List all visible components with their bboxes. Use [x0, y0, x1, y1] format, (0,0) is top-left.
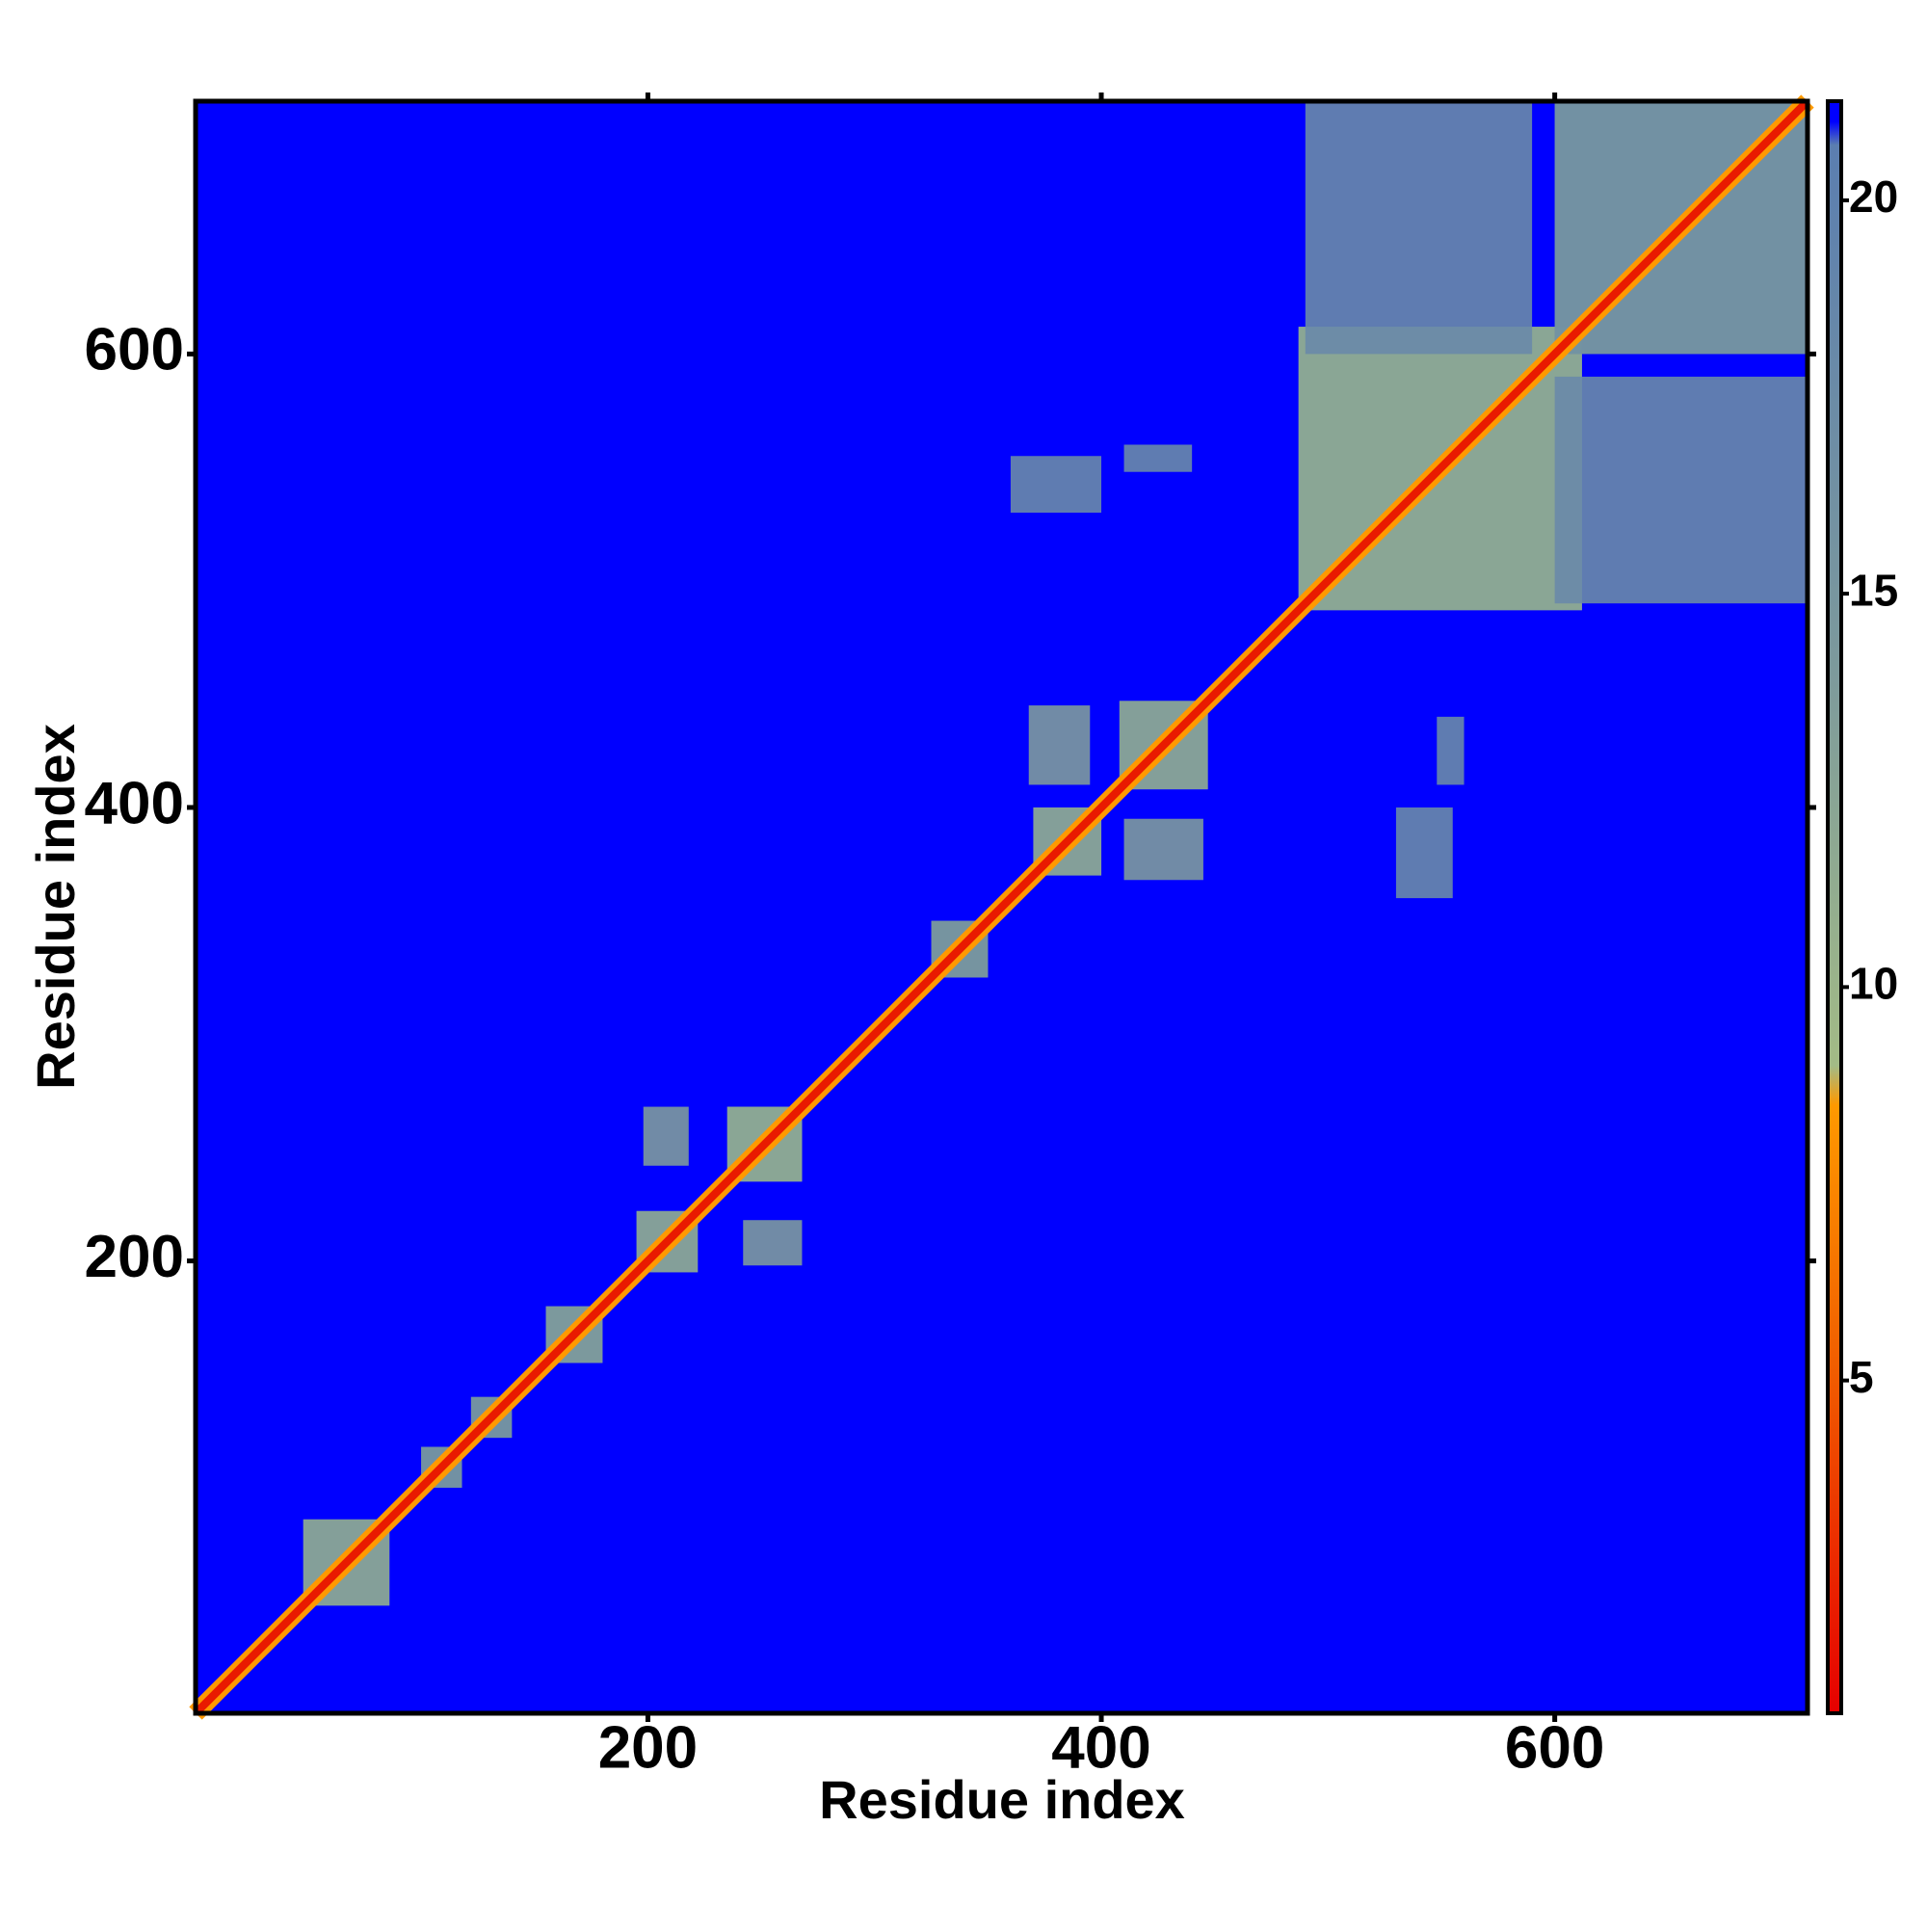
y-tick-label: 600 [85, 317, 184, 384]
heatmap-cell-mirror [1554, 376, 1807, 604]
plot-area [189, 94, 1814, 1720]
colorbar-tick-label: 15 [1849, 565, 1898, 615]
heatmap-cell [1028, 705, 1091, 785]
heatmap-cell [643, 1106, 689, 1166]
plot-frame [193, 98, 1810, 1716]
heatmap-cell [1010, 456, 1102, 514]
diagonal-core [193, 98, 1810, 1716]
colorbar-tick-label: 5 [1849, 1352, 1874, 1402]
heatmap-cell-mirror [1437, 716, 1465, 785]
heatmap-cell-mirror [1123, 818, 1203, 881]
y-axis-label: Residue index [25, 724, 86, 1090]
x-tick-label: 400 [1051, 1714, 1150, 1781]
y-tick-label: 200 [85, 1224, 184, 1290]
x-tick-label: 600 [1505, 1714, 1604, 1781]
y-tick-label: 400 [85, 770, 184, 836]
heatmap-cell-mirror [743, 1220, 803, 1266]
heatmap-cell [1123, 444, 1193, 472]
colorbar [1826, 99, 1843, 1715]
x-tick-label: 200 [598, 1714, 698, 1781]
colorbar-tick-label: 20 [1849, 172, 1898, 222]
x-axis-label: Residue index [819, 1769, 1185, 1830]
heatmap-cell-mirror [1395, 807, 1453, 899]
colorbar-tick-label: 10 [1849, 959, 1898, 1009]
heatmap-cell [1305, 102, 1533, 355]
